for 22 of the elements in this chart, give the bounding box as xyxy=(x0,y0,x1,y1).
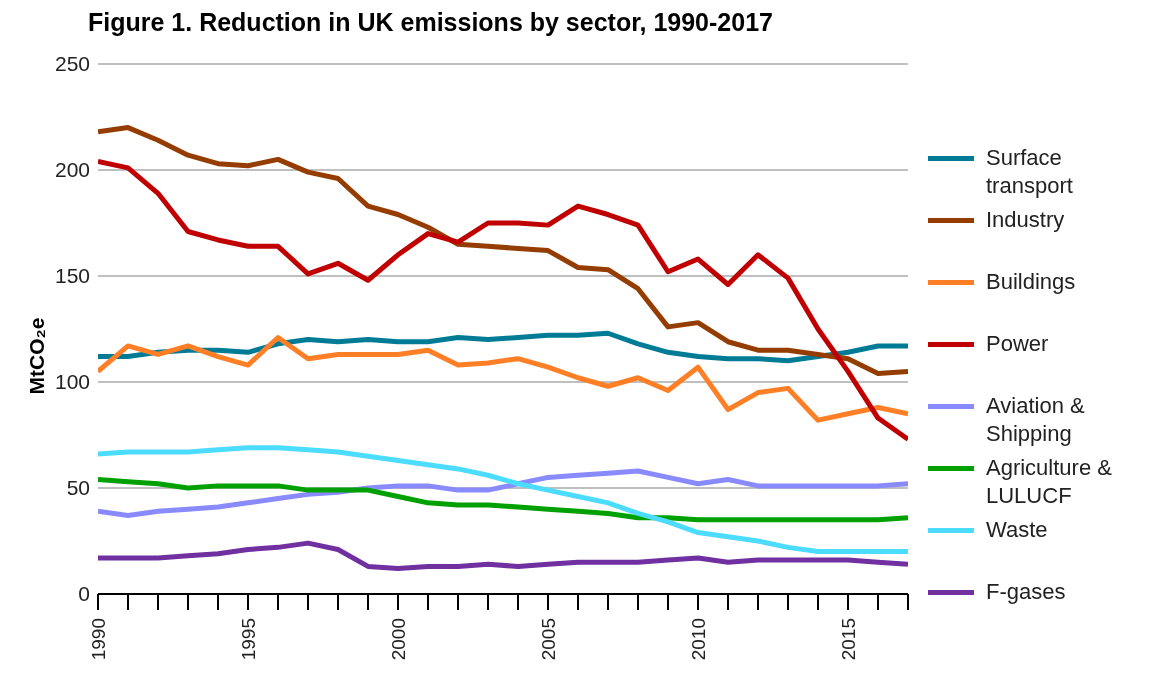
legend-label: Power xyxy=(986,330,1049,358)
y-tick-label: 100 xyxy=(54,370,90,394)
y-tick-label: 200 xyxy=(54,158,90,182)
legend-label: Waste xyxy=(986,516,1048,544)
x-tick-label: 1995 xyxy=(237,618,259,661)
y-tick-label: 0 xyxy=(78,582,90,606)
x-tick-label: 2005 xyxy=(537,618,559,661)
legend-label: Aviation & Shipping xyxy=(986,392,1086,448)
legend-label: Industry xyxy=(986,206,1065,234)
x-tick-label: 2010 xyxy=(687,618,709,661)
legend-label: F-gases xyxy=(986,578,1066,606)
y-tick-label: 150 xyxy=(54,264,90,288)
y-tick-label: 250 xyxy=(54,52,90,76)
legend-label: Buildings xyxy=(986,268,1076,296)
chart-title: Figure 1. Reduction in UK emissions by sector, 1990-2017 xyxy=(87,8,774,38)
x-tick-label: 2000 xyxy=(387,618,409,661)
legend-label: Surface transport xyxy=(986,144,1074,200)
x-tick-label: 2015 xyxy=(837,618,859,661)
x-tick-label: 1990 xyxy=(87,618,109,661)
y-tick-label: 50 xyxy=(66,476,90,500)
legend-label: Agriculture & LULUCF xyxy=(986,454,1113,510)
y-axis-title: MtCO₂e xyxy=(24,317,49,395)
